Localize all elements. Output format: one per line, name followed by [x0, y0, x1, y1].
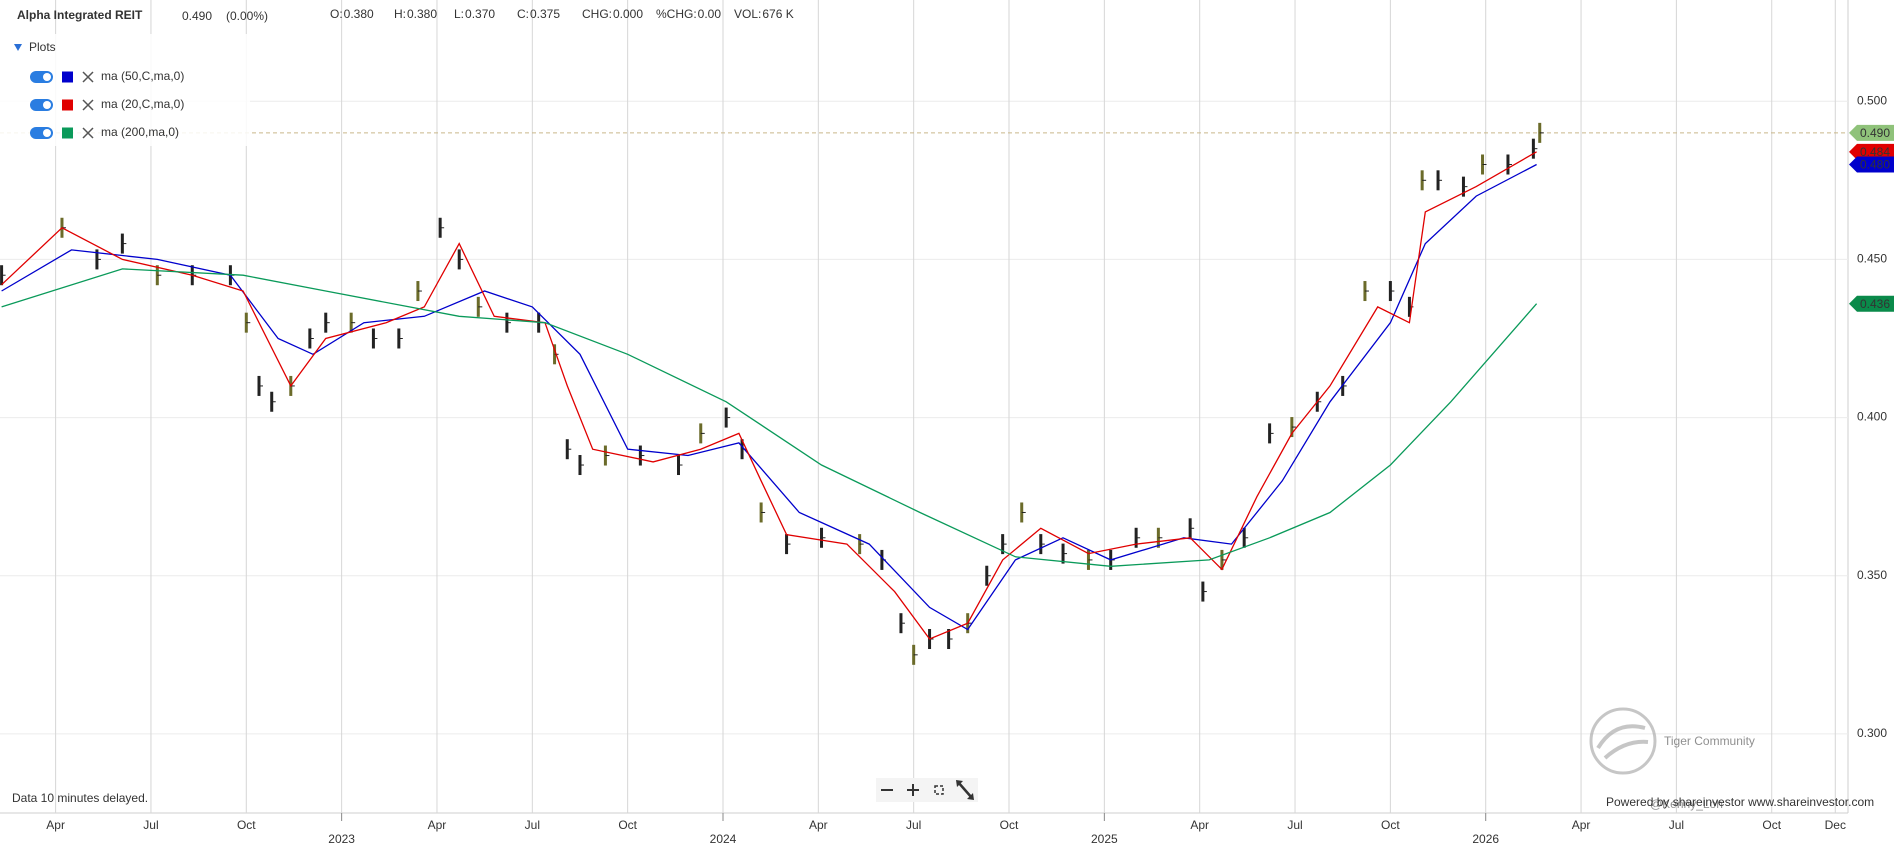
x-tick-label: Apr	[1572, 818, 1591, 832]
quote-label: VOL:	[734, 7, 761, 21]
quote: O: 0.380 H: 0.380 L: 0.370 C: 0.375 CHG: 0.000 %CH…	[330, 7, 794, 21]
quote-value: 0.370	[465, 7, 495, 21]
quote-value: 0.375	[530, 7, 560, 21]
legend-toggle-knob	[43, 129, 51, 137]
legend-toggle-knob	[43, 73, 51, 81]
legend-title: Plots	[29, 40, 56, 54]
x-tick-label: Jul	[525, 818, 540, 832]
price-tag	[1849, 124, 1894, 141]
quote-value: 0.380	[344, 7, 374, 21]
price-tag-label: 0.490	[1860, 126, 1890, 140]
price-tag-label: 0.436	[1860, 297, 1890, 311]
watermark: Tiger Community @Kenny_Loh	[1589, 707, 1755, 811]
quote-value: 0.380	[407, 7, 437, 21]
fit-button[interactable]	[934, 785, 944, 795]
x-tick-label: Apr	[428, 818, 447, 832]
x-tick-label: Oct	[1000, 818, 1019, 832]
legend-remove[interactable]	[82, 127, 94, 139]
y-tick-label: 0.450	[1857, 252, 1887, 266]
delay-note: Data 10 minutes delayed.	[12, 791, 148, 805]
x-tick-label: Jul	[143, 818, 158, 832]
legend-swatch	[62, 71, 73, 83]
quote-value: 0.000	[613, 7, 643, 21]
watermark-text: Tiger Community	[1664, 734, 1755, 748]
ma-line	[1, 151, 1537, 640]
x-tick-label: Jul	[1669, 818, 1684, 832]
quote-label: C:	[517, 7, 529, 21]
x-tick-label: Oct	[618, 818, 637, 832]
year-label: 2026	[1472, 832, 1499, 846]
watermark-logo	[1589, 707, 1657, 775]
x-tick-label: Oct	[1381, 818, 1400, 832]
price-tag-label: 0.484	[1860, 145, 1890, 159]
watermark-user: @Kenny_Loh	[1650, 797, 1723, 811]
ma-line	[1, 268, 1538, 567]
price-tag-label: 0.480	[1860, 158, 1890, 172]
marks	[0, 122, 1544, 665]
watermark-logo-stroke	[1596, 724, 1649, 760]
quote-label: H:	[394, 7, 406, 21]
quote-label: %CHG:	[656, 7, 697, 21]
x-tick-label: Jul	[1287, 818, 1302, 832]
x-tick-label: Apr	[809, 818, 828, 832]
legend-label: ma (20,C,ma,0)	[101, 97, 184, 111]
quote-label: L:	[454, 7, 464, 21]
year-label: 2025	[1091, 832, 1118, 846]
legend-toggle-knob	[43, 101, 51, 109]
y-tick-label: 0.500	[1857, 93, 1887, 107]
legend: ma (50,C,ma,0) ma (20,C,ma,0) ma (200,ma,0…	[30, 69, 184, 139]
credit: Powered by shareinvestor www.shareinvest…	[1606, 795, 1874, 809]
legend-label: ma (50,C,ma,0)	[101, 69, 184, 83]
legend-remove[interactable]	[82, 71, 94, 83]
price-tag	[1849, 143, 1894, 160]
x-tick-label: Apr	[1190, 818, 1209, 832]
x-tick-label: Oct	[1762, 818, 1781, 832]
change: (0.00%)	[226, 9, 268, 23]
year-label: 2023	[328, 832, 355, 846]
quote-label: CHG:	[582, 7, 612, 21]
price-tag	[1849, 156, 1894, 173]
price-tag	[1849, 295, 1894, 312]
zoom-in[interactable]	[907, 784, 919, 796]
x-tick-label: Oct	[237, 818, 256, 832]
x-tick-label: Apr	[46, 818, 65, 832]
ma-line	[1, 163, 1537, 631]
y-tick-label: 0.400	[1857, 410, 1887, 424]
y-tick-label: 0.350	[1857, 568, 1887, 582]
legend-swatch	[62, 127, 73, 139]
legend-collapse-icon[interactable]	[14, 44, 22, 51]
x-tick-label: Jul	[906, 818, 921, 832]
zoom-toolbar	[876, 778, 978, 802]
legend-swatch	[62, 99, 73, 111]
legend-remove[interactable]	[82, 99, 94, 111]
y-tick-label: 0.300	[1857, 726, 1887, 740]
year-label: 2024	[710, 832, 737, 846]
legend-label: ma (200,ma,0)	[101, 125, 179, 139]
quote-value: 676 K	[762, 7, 793, 21]
fullscreen-button[interactable]	[956, 780, 974, 800]
quote-value: 0.00	[698, 7, 722, 21]
chart-title: Alpha Integrated REIT	[17, 8, 143, 22]
x-tick-label: Dec	[1825, 818, 1846, 832]
quote-label: O:	[330, 7, 343, 21]
last-price: 0.490	[182, 9, 212, 23]
